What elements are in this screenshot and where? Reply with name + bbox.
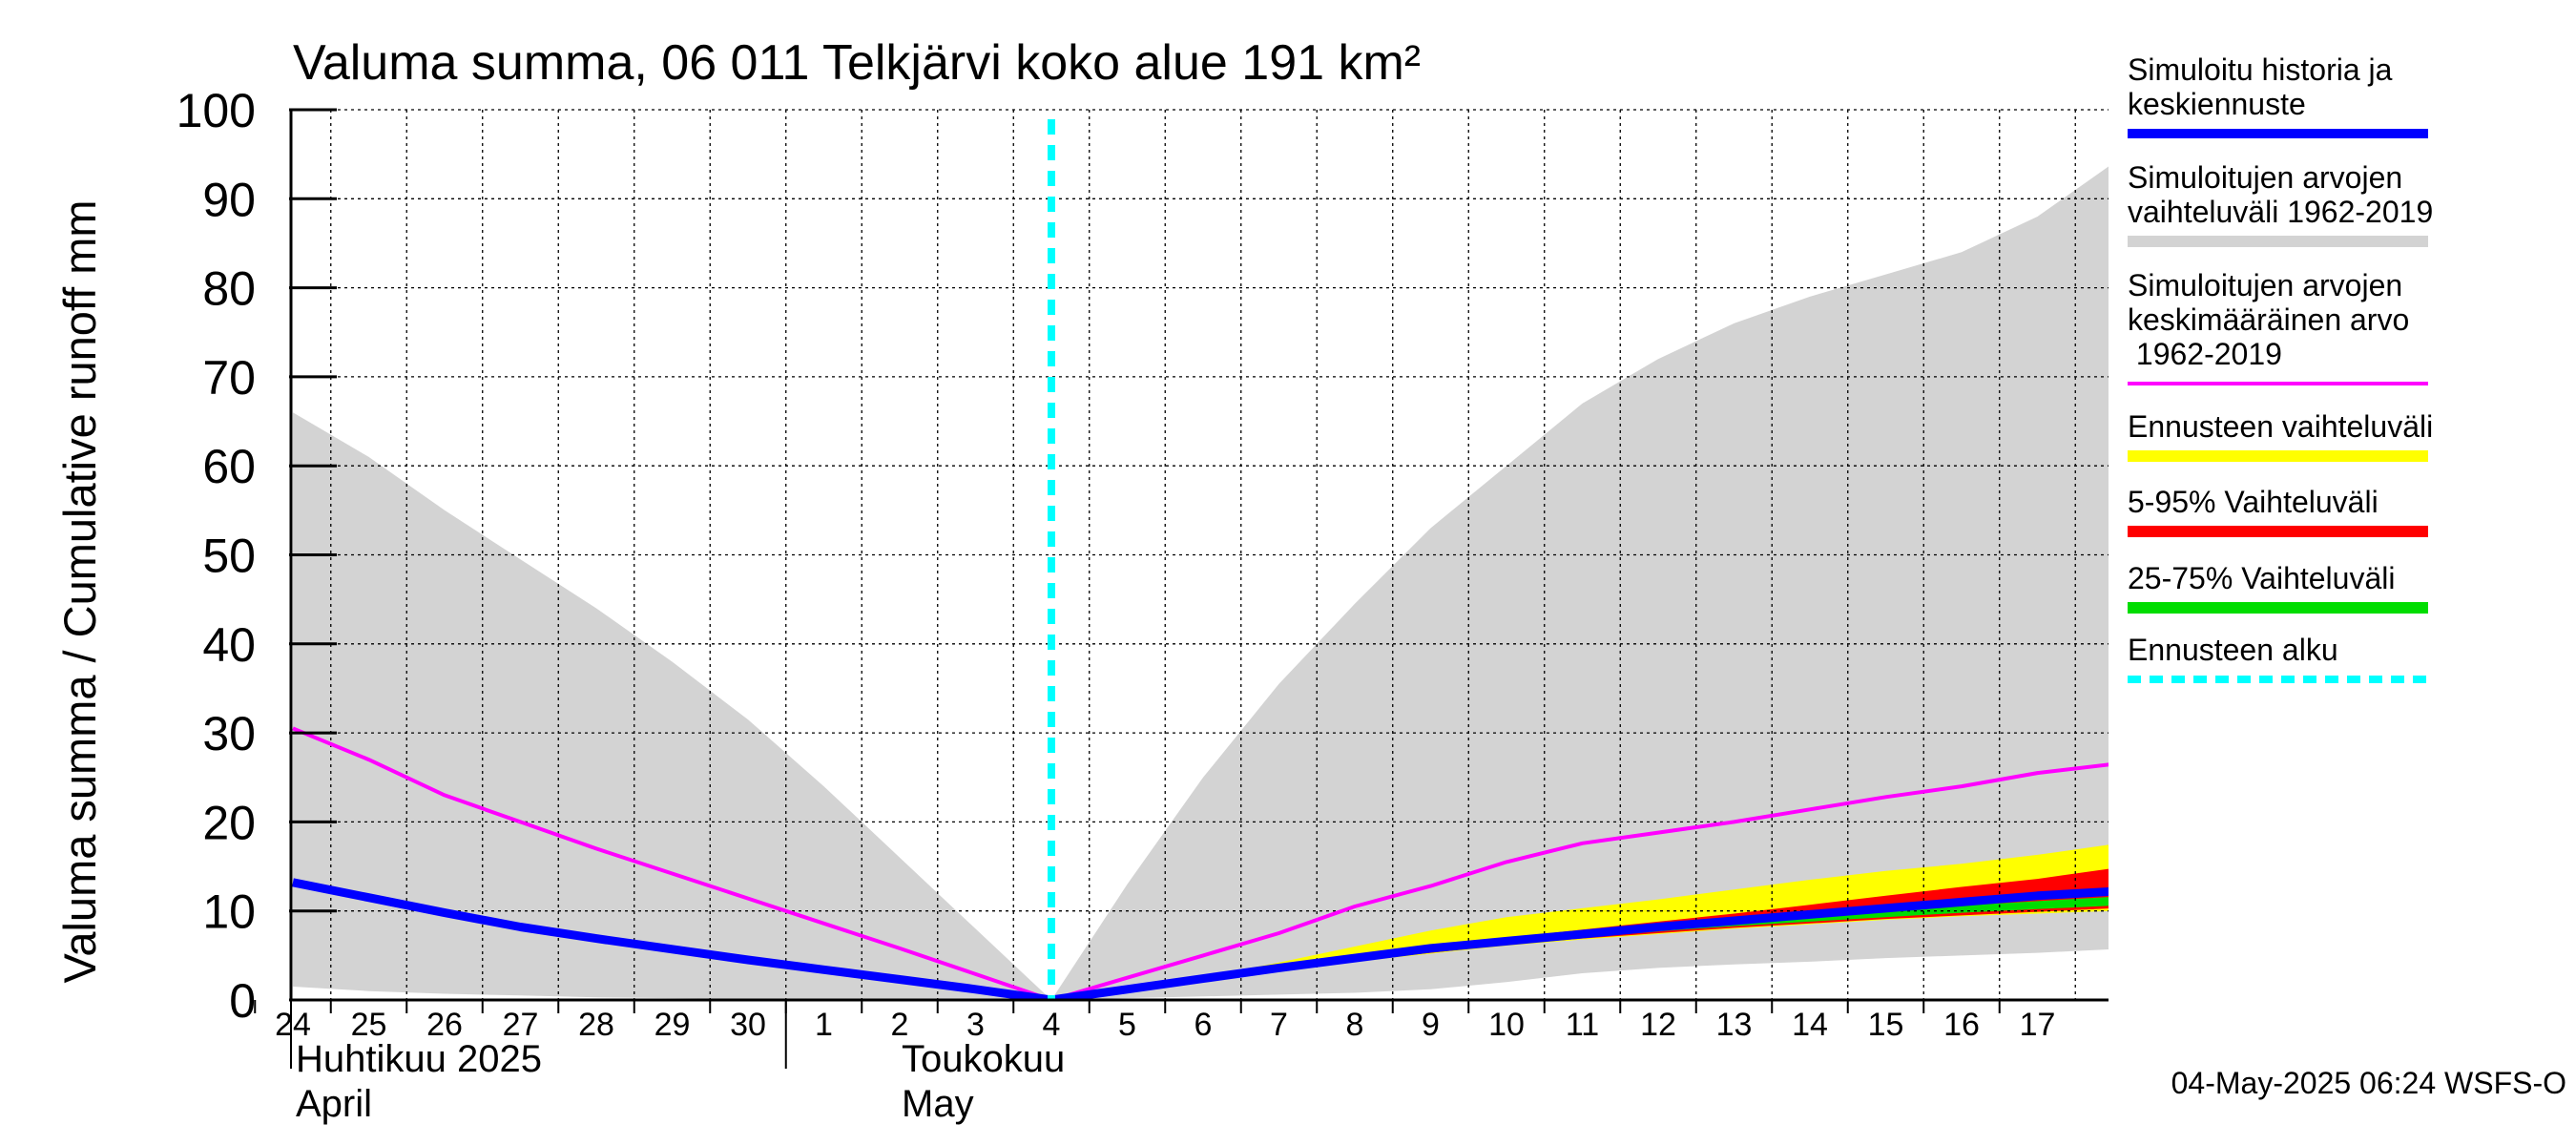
legend-label-ennusteen-vaihteluv-li: Ennusteen vaihteluväli xyxy=(2128,409,2433,444)
x-tick-label: 9 xyxy=(1422,1007,1440,1043)
y-tick-label: 90 xyxy=(202,173,256,226)
band-layer xyxy=(293,166,2109,1000)
y-tick-label: 50 xyxy=(202,530,256,583)
legend: Simuloitu historia ja keskiennuste Simuloi… xyxy=(2128,52,2433,683)
x-tick-label: 25 xyxy=(351,1007,387,1043)
x-tick-label: 27 xyxy=(503,1007,539,1043)
legend-label-simuloitujen-arvojen-keskim-r-inen-arvo-1962-2019: Simuloitujen arvojen keskimääräinen arvo … xyxy=(2128,268,2409,371)
x-tick-label: 17 xyxy=(2020,1007,2056,1043)
x-tick-label: 28 xyxy=(578,1007,614,1043)
y-tick-label: 40 xyxy=(202,618,256,672)
x-tick-label: 12 xyxy=(1640,1007,1676,1043)
y-tick-label: 100 xyxy=(177,84,256,137)
chart-title: Valuma summa, 06 011 Telkjärvi koko alue… xyxy=(293,35,1421,91)
legend-label-simuloitujen-arvojen-vaihteluv-li-1962-2019: Simuloitujen arvojen vaihteluväli 1962-20… xyxy=(2128,160,2433,229)
band-25-75-vaihteluv-li xyxy=(1051,897,2109,1000)
x-tick-label: 2 xyxy=(891,1007,909,1043)
legend-label-ennusteen-alku: Ennusteen alku xyxy=(2128,633,2338,667)
x-tick-label: 4 xyxy=(1043,1007,1061,1043)
legend-label-25-75-vaihteluv-li: 25-75% Vaihteluväli xyxy=(2128,561,2395,595)
band-simuloitujen-arvojen-vaihteluv-li-1962-2019 xyxy=(293,166,2109,1000)
x-tick-label: 13 xyxy=(1716,1007,1753,1043)
y-tick-label: 0 xyxy=(229,974,256,1028)
y-tick-label: 30 xyxy=(202,707,256,760)
x-tick-label: 8 xyxy=(1346,1007,1364,1043)
x-tick-label: 26 xyxy=(426,1007,463,1043)
x-tick-label: 15 xyxy=(1868,1007,1904,1043)
x-tick-label: 14 xyxy=(1792,1007,1828,1043)
y-tick-label: 20 xyxy=(202,796,256,849)
y-tick-label: 80 xyxy=(202,262,256,316)
month-label-fi: Huhtikuu 2025 xyxy=(296,1038,542,1080)
y-axis-label: Valuma summa / Cumulative runoff mm xyxy=(54,199,105,983)
x-tick-label: 1 xyxy=(815,1007,833,1043)
line-layer xyxy=(292,119,2109,1000)
x-tick-label: 24 xyxy=(275,1007,311,1043)
month-label-fi: Toukokuu xyxy=(902,1038,1065,1080)
x-tick-label: 3 xyxy=(966,1007,985,1043)
series-line-simuloitujen-arvojen-keskim-r-inen-arvo-1962-2019 xyxy=(292,726,2109,1000)
x-tick-label: 29 xyxy=(654,1007,691,1043)
legend-label-5-95-vaihteluv-li: 5-95% Vaihteluväli xyxy=(2128,485,2379,519)
series-line-simuloitu-historia-ja-keskiennuste xyxy=(292,878,2109,1000)
month-label-en: May xyxy=(902,1083,974,1125)
x-tick-label: 11 xyxy=(1566,1007,1599,1043)
x-tick-label: 5 xyxy=(1118,1007,1136,1043)
x-tick-label: 30 xyxy=(730,1007,766,1043)
x-tick-label: 7 xyxy=(1270,1007,1288,1043)
footer-timestamp: 04-May-2025 06:24 WSFS-O xyxy=(2171,1066,2566,1100)
month-label-en: April xyxy=(296,1083,372,1125)
x-tick-label: 16 xyxy=(1943,1007,1980,1043)
x-tick-label: 10 xyxy=(1488,1007,1525,1043)
y-tick-label: 10 xyxy=(202,885,256,939)
x-tick-label: 6 xyxy=(1195,1007,1213,1043)
y-tick-label: 70 xyxy=(202,351,256,405)
grid-layer xyxy=(291,109,2109,1000)
legend-label-simuloitu-historia-ja-keskiennuste: Simuloitu historia ja keskiennuste xyxy=(2128,52,2393,121)
y-tick-label: 60 xyxy=(202,440,256,493)
